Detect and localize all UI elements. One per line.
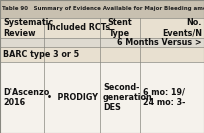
- Bar: [0, 47, 204, 62]
- Text: Systematic
Review: Systematic Review: [3, 18, 53, 38]
- Text: Stent
Type: Stent Type: [108, 18, 132, 38]
- Text: Included RCTs: Included RCTs: [47, 23, 110, 32]
- Text: Table 90   Summary of Evidence Available for Major Bleeding among Patients With : Table 90 Summary of Evidence Available f…: [2, 7, 204, 11]
- Bar: [0, 0, 204, 18]
- Text: •  PRODIGY: • PRODIGY: [47, 93, 98, 102]
- Text: 6 Months Versus >: 6 Months Versus >: [117, 38, 202, 47]
- Bar: [0, 18, 204, 38]
- Bar: [0, 62, 204, 133]
- Text: Second-
generation
DES: Second- generation DES: [103, 82, 153, 112]
- Bar: [0, 38, 204, 47]
- Text: D'Ascenzo
2016: D'Ascenzo 2016: [3, 88, 49, 107]
- Text: BARC type 3 or 5: BARC type 3 or 5: [3, 50, 79, 59]
- Text: 6 mo: 19/
24 mo: 3-: 6 mo: 19/ 24 mo: 3-: [143, 88, 185, 107]
- Text: No.
Events/N: No. Events/N: [162, 18, 202, 38]
